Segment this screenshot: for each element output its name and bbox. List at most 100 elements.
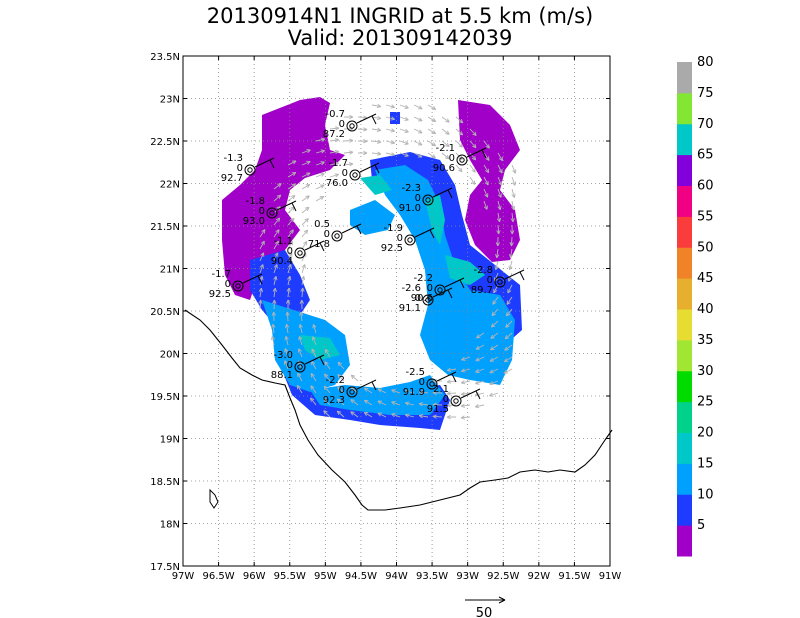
wind-vector: [446, 392, 457, 395]
colorbar-swatch: [677, 401, 692, 433]
wind-vector: [273, 183, 282, 190]
wind-vector: [490, 344, 499, 351]
wind-vector-head: [461, 356, 466, 361]
wind-vector: [371, 140, 381, 143]
lat-tick-label: 20.5N: [150, 307, 180, 318]
station-marker: [232, 280, 244, 292]
wind-vector-head: [461, 368, 466, 373]
station-value: 90.6: [433, 163, 455, 174]
wind-vector: [509, 260, 513, 270]
wind-vector: [323, 410, 331, 418]
wind-vector-head: [510, 230, 515, 235]
wind-vector: [511, 164, 516, 174]
colorbar-swatch: [677, 463, 692, 495]
wind-vector: [301, 206, 310, 214]
station-value: 91.9: [403, 387, 425, 398]
wind-vector-head: [471, 155, 477, 161]
wind-vector: [273, 252, 279, 262]
colorbar-label: 55: [697, 209, 714, 224]
wind-vector-head: [310, 373, 315, 378]
wind-vector: [259, 276, 263, 286]
wind-vector: [399, 128, 409, 133]
wind-vector: [432, 415, 443, 418]
lon-tick-label: 96W: [243, 571, 266, 582]
wind-vector-head: [504, 335, 510, 340]
wind-vector: [297, 372, 303, 382]
station-marker: [494, 276, 506, 288]
wind-vector-head: [337, 374, 342, 379]
wind-vector: [497, 152, 503, 162]
wind-vector-head: [390, 152, 396, 157]
wind-vector: [371, 128, 381, 131]
wind-barb-flag: [356, 225, 362, 235]
wind-barb: [444, 277, 465, 288]
wind-vector-head: [336, 410, 342, 415]
wind-vector: [476, 332, 485, 339]
wind-vector: [489, 380, 499, 385]
colorbar-label: 70: [697, 117, 714, 132]
wind-vector: [427, 104, 437, 110]
wind-vector-head: [305, 184, 311, 189]
wind-vector-head: [258, 299, 263, 304]
wind-vector-head: [334, 138, 340, 143]
wind-vector: [399, 152, 409, 157]
station-value: 89.7: [471, 285, 493, 296]
wind-vector: [455, 128, 464, 136]
wind-vector-head: [444, 154, 450, 160]
wind-vector-head: [260, 240, 265, 246]
wind-vector-head: [306, 160, 311, 165]
lat-tick-label: 22.5N: [150, 137, 180, 148]
wind-barb-flag: [447, 189, 453, 199]
wind-vector: [385, 152, 395, 156]
wind-vector: [299, 324, 303, 334]
wind-vector-head: [303, 229, 309, 234]
wind-vector: [315, 173, 325, 178]
station-value: -2.3: [401, 183, 421, 194]
station-value: 93.0: [243, 216, 265, 227]
wind-vector: [490, 332, 499, 339]
wind-vector-head: [285, 299, 291, 304]
wind-vector: [377, 388, 387, 394]
station-value: -1.3: [223, 153, 243, 164]
lon-tick-label: 91.5W: [558, 571, 590, 582]
wind-vector: [287, 276, 291, 286]
wind-vector-head: [376, 127, 382, 132]
wind-vector: [259, 252, 265, 262]
wind-vector: [301, 161, 311, 166]
wind-vector-head: [446, 367, 452, 373]
colorbar-label: 75: [697, 86, 714, 101]
station-value: -3.0: [273, 350, 293, 361]
colorbar-swatch: [677, 92, 692, 125]
wind-vector: [287, 160, 297, 166]
wind-vector: [315, 196, 324, 202]
wind-vector: [371, 104, 381, 108]
wind-vector-head: [505, 311, 511, 317]
wind-vector: [273, 288, 276, 298]
wind-vector-head: [489, 369, 494, 374]
wind-vector-head: [284, 335, 289, 341]
wind-vector-head: [512, 169, 517, 174]
wind-vector-head: [485, 156, 490, 161]
wind-vector-head: [431, 130, 437, 135]
station-marker-inner: [297, 250, 303, 256]
wind-vector-head: [418, 153, 423, 158]
lon-tick-label: 91W: [599, 571, 622, 582]
wind-vector-head: [337, 361, 343, 367]
wind-vector: [272, 324, 275, 334]
wind-vector: [298, 348, 303, 358]
wind-barb-flag: [481, 149, 487, 159]
wind-vector: [310, 397, 317, 406]
wind-vector-head: [275, 229, 280, 234]
wind-barb-flag: [371, 115, 377, 125]
wind-vector-head: [311, 348, 316, 353]
wind-vector-head: [493, 288, 498, 294]
wind-vector: [259, 229, 266, 238]
station-marker: [346, 120, 358, 132]
wind-vector-head: [418, 402, 424, 407]
wind-vector: [461, 380, 471, 384]
wind-vector-head: [475, 368, 480, 373]
wind-vector: [441, 152, 450, 160]
wind-vector-head: [306, 172, 311, 177]
